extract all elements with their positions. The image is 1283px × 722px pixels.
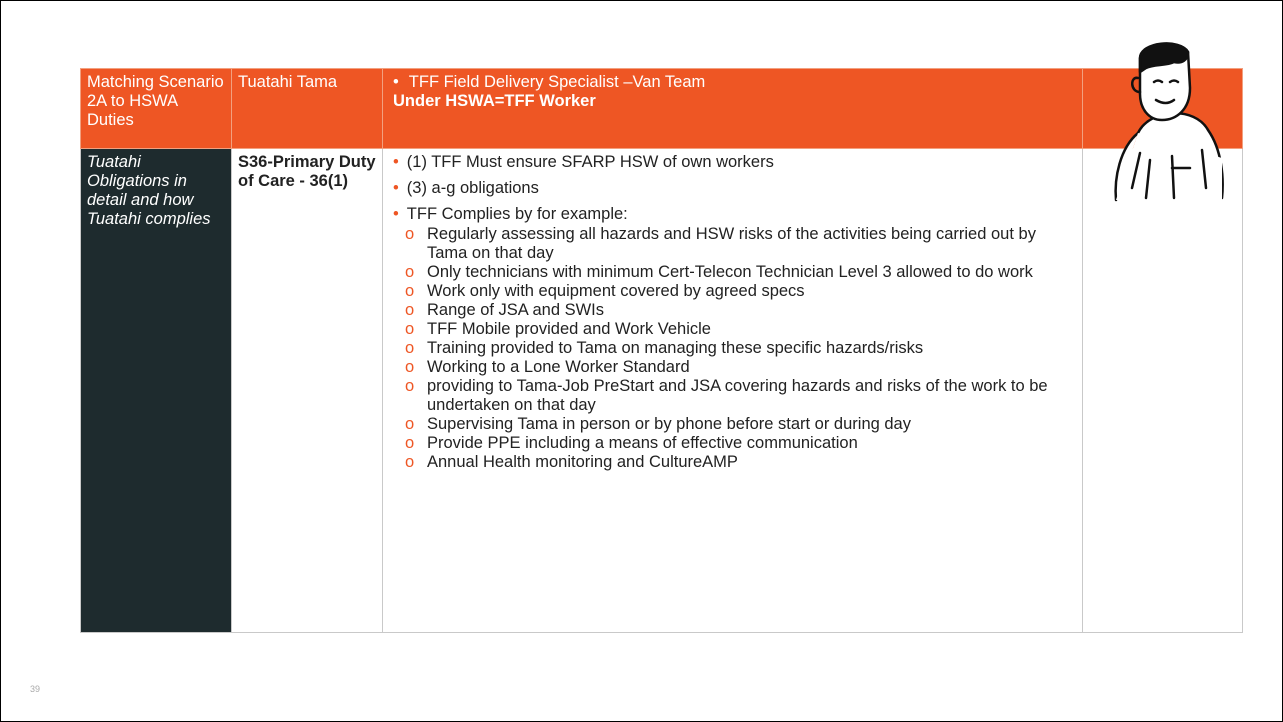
example-text: Working to a Lone Worker Standard [427,358,690,376]
example: o Supervising Tama in person or by phone … [393,415,1076,434]
bullet: o [405,320,415,338]
header-cell: Tuatahi Tama [231,68,383,149]
example-text: Only technicians with minimum Cert-Telec… [427,263,1033,281]
example-text: Range of JSA and SWIs [427,301,605,319]
example: o Training provided to Tama on managing t… [393,339,1076,358]
header-row: Matching Scenario 2A to HSWA Duties Tuat… [80,68,1243,149]
header-cell: • TFF Field Delivery Specialist –Van Team… [382,68,1083,149]
example-text: Annual Health monitoring and CultureAMP [427,453,738,471]
example-text: providing to Tama-Job PreStart and JSA c… [427,377,1048,414]
party: Tuatahi Tama [238,73,338,91]
bullet: o [405,263,415,281]
bullet: • [393,153,399,171]
body-row: Tuatahi Obligations in detail and how Tu… [80,148,1243,633]
points-list: • (1) TFF Must ensure SFARP HSW of own wo… [393,153,1076,224]
details: • (1) TFF Must ensure SFARP HSW of own wo… [382,148,1083,633]
example: o Annual Health monitoring and CultureAMP [393,453,1076,472]
bullet: o [405,282,415,300]
bullet: o [405,434,415,452]
example-text: Training provided to Tama on managing th… [427,339,924,357]
point: • (1) TFF Must ensure SFARP HSW of own wo… [393,153,1076,172]
blank-cell [1082,148,1243,633]
point: • TFF Complies by for example: [393,205,1076,224]
point-text: (1) TFF Must ensure SFARP HSW of own wor… [406,153,774,171]
point-text: TFF Complies by for example: [406,205,628,223]
page-number: 39 [30,684,41,694]
bullet: o [405,301,415,319]
example-text: Work only with equipment covered by agre… [427,282,805,300]
example-text: Regularly assessing all hazards and HSW … [427,225,1036,262]
bullet: o [405,225,415,243]
example-text: Provide PPE including a means of effecti… [427,434,858,452]
examples-list: o Regularly assessing all hazards and HSW… [393,225,1076,472]
example-text: TFF Mobile provided and Work Vehicle [427,320,711,338]
point-text: (3) a-g obligations [406,179,539,197]
example: o Work only with equipment covered by agr… [393,282,1076,301]
example: o Range of JSA and SWIs [393,301,1076,320]
duty: S36-Primary Duty of Care - 36(1) [231,148,383,633]
example: o TFF Mobile provided and Work Vehicle [393,320,1076,339]
character-illustration [1114,42,1224,202]
duties-table: Matching Scenario 2A to HSWA Duties Tuat… [80,68,1243,633]
example: o Only technicians with minimum Cert-Tele… [393,263,1076,282]
role-status: Under HSWA=TFF Worker [393,92,596,110]
bullet: o [405,415,415,433]
bullet: o [405,453,415,471]
example-text: Supervising Tama in person or by phone b… [427,415,911,433]
scenario: Matching Scenario 2A to HSWA Duties [87,73,224,129]
bullet: o [405,377,415,395]
topic: Tuatahi Obligations in detail and how Tu… [80,148,232,633]
bullet: o [405,339,415,357]
point: • (3) a-g obligations [393,179,1076,198]
header-cell: Matching Scenario 2A to HSWA Duties [80,68,232,149]
role: • TFF Field Delivery Specialist –Van Team [393,73,706,91]
bullet: • [393,205,399,223]
example: o Working to a Lone Worker Standard [393,358,1076,377]
role-text: TFF Field Delivery Specialist –Van Team [408,73,706,91]
example: o providing to Tama-Job PreStart and JSA … [393,377,1076,415]
example: o Provide PPE including a means of effect… [393,434,1076,453]
bullet: • [393,179,399,197]
example: o Regularly assessing all hazards and HSW… [393,225,1076,263]
bullet: o [405,358,415,376]
